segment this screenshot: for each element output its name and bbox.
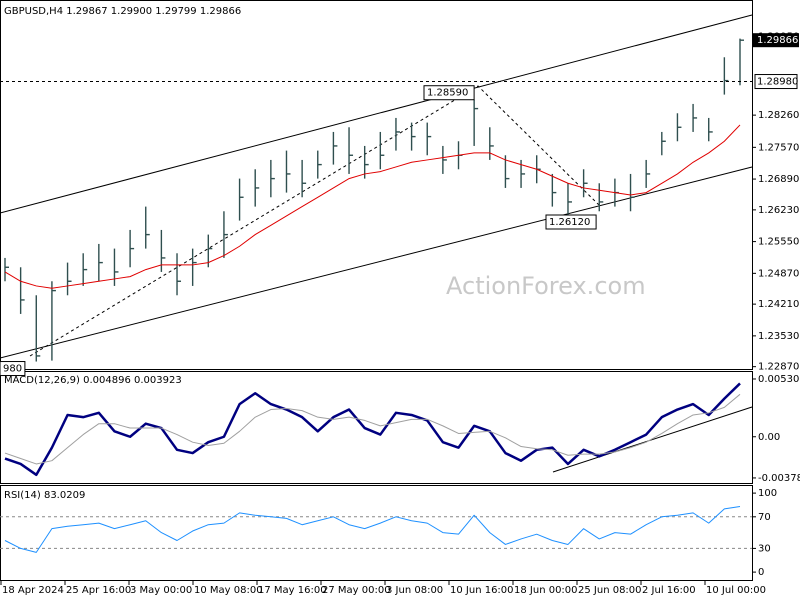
moving-average	[4, 124, 741, 289]
level-label: 1.28980	[757, 77, 798, 88]
y-tick-label: 1.24210	[758, 299, 799, 310]
annotation-box	[0, 361, 26, 377]
y-tick-label: 1.26890	[758, 174, 799, 185]
x-tick-label: 25 Jun 08:00	[578, 585, 642, 596]
y-tick-label: 30	[758, 543, 771, 554]
y-tick-label: 1.28260	[758, 110, 799, 121]
annotation-box	[545, 214, 597, 230]
x-tick-label: 3 Jun 08:00	[386, 585, 443, 596]
x-tick-label: 3 May 00:00	[130, 585, 192, 596]
annotation-label: 980	[3, 364, 22, 375]
rsi-title: RSI(14) 83.0209	[4, 490, 85, 501]
annotation-box	[423, 85, 475, 101]
y-tick-label: 0.005309	[758, 374, 800, 385]
y-tick-label: 1.25550	[758, 237, 799, 248]
rsi-panel-frame	[0, 485, 753, 581]
x-tick-label: 27 May 00:00	[322, 585, 391, 596]
y-tick-label: 0	[758, 567, 764, 578]
annotation-label: 1.28590	[427, 88, 468, 99]
macd-title: MACD(12,26,9) 0.004896 0.003923	[4, 375, 182, 386]
y-tick-label: 1.22870	[758, 362, 799, 373]
watermark: ActionForex.com	[446, 272, 646, 300]
y-tick-label: 0.00	[758, 432, 780, 443]
price-title: GBPUSD,H4 1.29867 1.29900 1.29799 1.2986…	[4, 6, 241, 17]
macd-panel-frame	[0, 371, 753, 484]
indicator-line	[4, 393, 741, 465]
y-tick-label: 70	[758, 512, 771, 523]
x-tick-label: 2 Jul 16:00	[642, 585, 696, 596]
x-tick-label: 18 Apr 2024	[2, 585, 64, 596]
x-tick-label: 25 Apr 16:00	[66, 585, 131, 596]
level-tag	[754, 74, 798, 90]
swing-line	[29, 85, 601, 357]
x-tick-label: 17 May 16:00	[258, 585, 327, 596]
price-panel-frame	[0, 0, 753, 370]
channel-upper	[0, 14, 753, 214]
last-price-tag	[753, 33, 799, 48]
y-tick-label: -0.003785	[758, 473, 800, 484]
x-tick-label: 10 Jun 16:00	[450, 585, 514, 596]
y-tick-label: 1.24870	[758, 268, 799, 279]
channel-lower	[0, 166, 753, 359]
y-tick-label: 1.26230	[758, 205, 799, 216]
last-price-label: 1.29866	[757, 35, 798, 46]
macd-trendline	[552, 406, 753, 473]
x-tick-label: 18 Jun 00:00	[514, 585, 578, 596]
indicator-line	[4, 382, 741, 477]
x-tick-label: 10 May 08:00	[194, 585, 263, 596]
y-tick-label: 1.27570	[758, 142, 799, 153]
y-tick-label: 100	[758, 488, 777, 499]
indicator-line	[4, 506, 741, 553]
y-tick-label: 1.23530	[758, 331, 799, 342]
annotation-label: 1.26120	[549, 217, 590, 228]
x-tick-label: 10 Jul 00:00	[706, 585, 766, 596]
